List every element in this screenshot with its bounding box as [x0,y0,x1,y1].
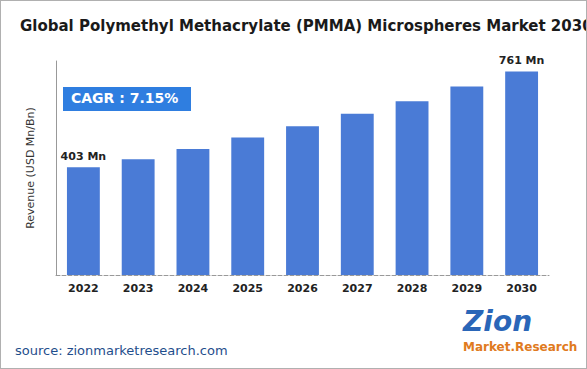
svg-text:2025: 2025 [232,282,263,295]
svg-text:Market.Research: Market.Research [463,340,577,354]
svg-text:2027: 2027 [342,282,373,295]
svg-text:source: zionmarketresearch.com: source: zionmarketresearch.com [15,343,228,358]
svg-text:Global Polymethyl Methacrylate: Global Polymethyl Methacrylate (PMMA) Mi… [20,17,586,35]
svg-text:2024: 2024 [178,282,209,295]
svg-text:2030: 2030 [506,282,537,295]
svg-text:CAGR : 7.15%: CAGR : 7.15% [71,90,178,106]
svg-text:Revenue (USD Mn/Bn): Revenue (USD Mn/Bn) [24,107,37,229]
svg-text:Zion: Zion [462,305,532,338]
svg-text:2029: 2029 [452,282,483,295]
svg-text:403 Mn: 403 Mn [61,150,107,163]
svg-text:2026: 2026 [287,282,318,295]
svg-text:2028: 2028 [397,282,428,295]
svg-text:2023: 2023 [123,282,154,295]
svg-text:2022: 2022 [68,282,99,295]
svg-text:761 Mn: 761 Mn [499,54,545,67]
